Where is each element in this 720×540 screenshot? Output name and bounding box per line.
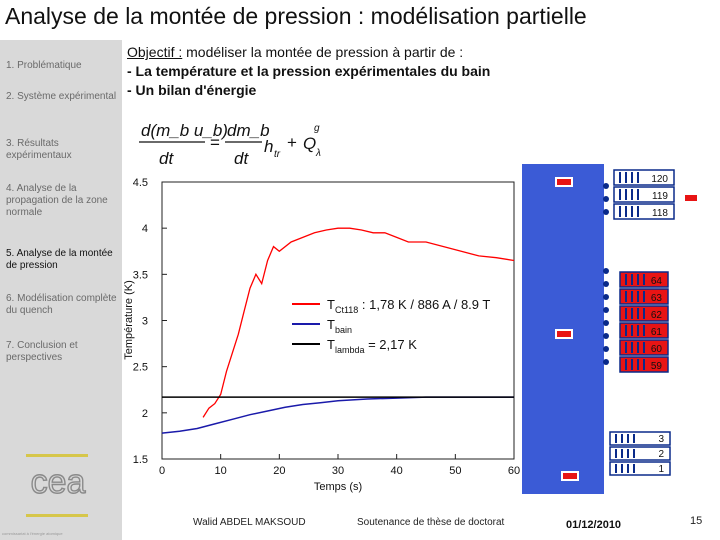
y-axis-label: Température (K) [123,280,135,359]
y-tick-label: 3.5 [133,269,148,281]
objective-block: Objectif : modéliser la montée de pressi… [127,43,490,100]
logo-rule-top [26,454,88,457]
formula-rhs-den: dt [234,149,249,168]
stack-cell-119 [613,186,675,203]
legend-sub-2: lambda [335,345,365,355]
pressure-sensor-bottom [561,471,579,481]
stack-cell-3 [609,431,671,446]
x-tick-label: 60 [508,465,520,477]
y-tick-label: 2.5 [133,362,148,374]
logo-rule-bottom [26,514,88,517]
sensor-port [603,359,609,365]
stack-cell-2 [609,446,671,461]
formula-h-term: h [264,137,273,156]
legend-sub-1: bain [335,325,352,335]
objective-bullet-2: - Un bilan d'énergie [127,82,257,98]
sidebar: 1. Problématique 2. Système expérimental… [0,40,122,540]
formula-q-sub: λ [315,148,321,159]
sidebar-item-resultats[interactable]: 3. Résultats expérimentaux [6,138,72,161]
formula-h-sub: tr [274,149,281,160]
footer-date: 01/12/2010 [566,519,622,531]
x-tick-label: 40 [391,465,403,477]
y-tick-label: 3 [142,316,148,328]
formula-q-sup: g [314,123,320,134]
stack-label-60: 60 [651,344,663,355]
stack-label-120: 120 [651,174,668,185]
stack-label-118: 118 [652,208,668,219]
y-tick-label: 1.5 [133,454,148,466]
sidebar-item-propagation[interactable]: 4. Analyse de la propagation de la zone … [6,183,108,218]
sidebar-item-modelisation[interactable]: 6. Modélisation complète du quench [6,293,117,316]
cryostat-diagram: 120 119 118 64 63 62 61 60 59 3 2 1 [522,164,698,494]
series-line-0 [202,227,515,418]
footer-event: Soutenance de thèse de doctorat [357,517,505,528]
x-tick-label: 50 [449,465,461,477]
legend-rest-0: : 1,78 K / 886 A / 8.9 T [358,297,490,312]
y-tick-label: 4.5 [133,177,148,189]
sidebar-item-problematique[interactable]: 1. Problématique [6,60,82,71]
stack-label-2: 2 [658,449,664,460]
sensor-port [603,294,609,300]
x-axis-label: Temps (s) [314,481,362,493]
legend-label-2: Tlambda = 2,17 K [327,337,417,355]
x-tick-label: 10 [215,465,227,477]
sidebar-item-systeme[interactable]: 2. Système expérimental [6,91,117,102]
sidebar-item-montee-pression[interactable]: 5. Analyse de la montée de pression [6,248,113,271]
sensor-port [603,196,609,202]
formula-plus: + [287,133,297,152]
footer-author: Walid ABDEL MAKSOUD [193,517,306,528]
cea-logo-text: cea [31,465,86,501]
stack-label-63: 63 [651,293,663,304]
stack-label-61: 61 [651,327,663,338]
sidebar-footer: commissariat à l'énergie atomique [2,531,63,536]
objective-label: Objectif : [127,44,183,60]
stack-cell-1 [609,461,671,476]
stack-label-1: 1 [658,464,664,475]
sensor-port [603,209,609,215]
stack-label-3: 3 [658,434,664,445]
chart-legend: TCt118 : 1,78 K / 886 A / 8.9 TTbainTlam… [287,295,512,355]
formula-lhs-num: d(m_b u_b) [141,121,228,140]
energy-balance-equation: d(m_b u_b) dt = dm_b dt h tr + Q g λ [139,121,321,168]
legend-sub-0: Ct118 [335,305,358,315]
legend-main-0: T [327,297,335,312]
pressure-sensor-right [683,193,698,203]
page-number: 15 [690,515,703,527]
legend-rest-2: = 2,17 K [364,337,417,352]
y-tick-label: 4 [142,223,148,235]
stack-label-119: 119 [652,191,668,202]
sensor-port [603,268,609,274]
cea-logo: cea [30,465,86,501]
pressure-sensor-mid [555,329,573,339]
sensor-port [603,333,609,339]
stack-label-64: 64 [651,276,663,287]
stack-label-62: 62 [651,310,663,321]
sensor-port [603,183,609,189]
x-tick-label: 20 [273,465,285,477]
formula-lhs-den: dt [159,149,174,168]
sidebar-item-conclusion[interactable]: 7. Conclusion et perspectives [6,340,78,363]
slide-title: Analyse de la montée de pression : modél… [5,3,587,29]
sensor-port [603,320,609,326]
sensor-port [603,281,609,287]
legend-label-0: TCt118 : 1,78 K / 886 A / 8.9 T [327,297,490,315]
temperature-chart: 0 10 20 30 40 50 601.522.533.544.5 TCt118 : 1,… [123,177,520,493]
sensor-port [603,346,609,352]
legend-main-2: T [327,337,335,352]
formula-rhs-num: dm_b [227,121,270,140]
y-tick-label: 2 [142,408,148,420]
pressure-sensor-top [555,177,573,187]
legend-main-1: T [327,317,335,332]
objective-bullet-1: - La température et la pression expérime… [127,63,491,79]
stack-cell-120 [613,169,675,186]
objective-text: modéliser la montée de pression à partir… [182,44,464,60]
stack-label-59: 59 [651,361,663,372]
legend-label-1: Tbain [327,317,352,335]
x-tick-label: 0 [159,465,165,477]
sensor-port [603,307,609,313]
formula-equals: = [210,133,220,152]
formula-q-term: Q [303,134,316,153]
stack-cell-118 [613,203,675,220]
x-tick-label: 30 [332,465,344,477]
